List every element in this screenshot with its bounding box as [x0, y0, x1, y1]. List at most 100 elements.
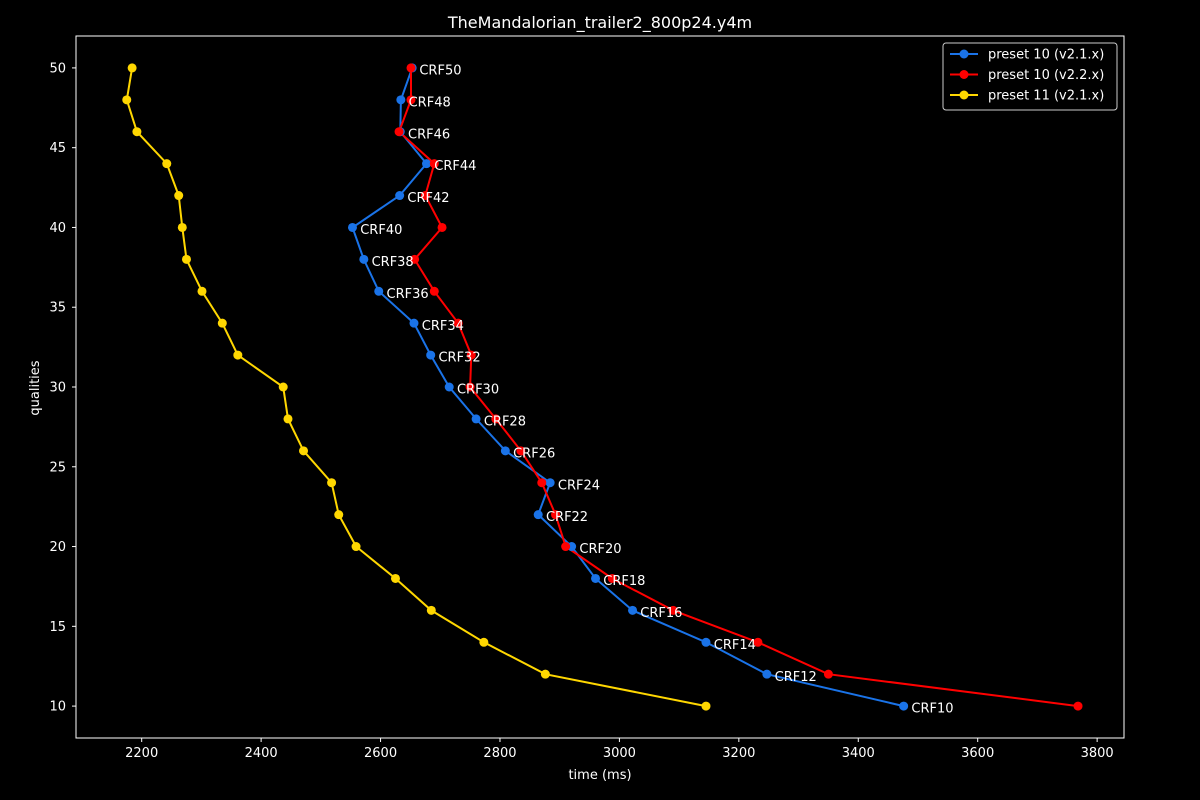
data-point-series-0	[500, 446, 510, 456]
data-point-series-0	[347, 222, 357, 232]
y-tick-label: 20	[49, 540, 66, 555]
x-tick-label: 3600	[961, 746, 994, 761]
legend: preset 10 (v2.1.x) preset 10 (v2.2.x) pres…	[942, 42, 1118, 111]
data-point-series-2	[334, 510, 344, 520]
data-point-series-1	[516, 446, 526, 456]
data-point-series-2	[278, 382, 288, 392]
crf-label: CRF46	[408, 127, 450, 142]
data-point-series-0	[471, 414, 481, 424]
data-point-series-0	[422, 159, 432, 169]
crf-label: CRF22	[546, 510, 588, 525]
crf-label: CRF38	[372, 255, 414, 270]
crf-label: CRF40	[360, 223, 402, 238]
legend-label-0: preset 10 (v2.1.x)	[988, 48, 1104, 63]
data-point-series-0	[628, 605, 638, 615]
x-tick-label: 2600	[364, 746, 397, 761]
data-point-series-0	[701, 637, 711, 647]
data-point-series-1	[668, 605, 678, 615]
data-point-series-0	[359, 254, 369, 264]
y-tick-label: 25	[49, 460, 66, 475]
data-point-series-2	[233, 350, 243, 360]
data-point-series-1	[753, 637, 763, 647]
data-point-series-2	[351, 542, 361, 552]
x-tick-label: 3200	[722, 746, 755, 761]
data-point-series-0	[762, 669, 772, 679]
crf-label: CRF48	[409, 95, 451, 110]
crf-label: CRF34	[422, 319, 464, 334]
data-point-series-1	[429, 159, 439, 169]
data-point-series-2	[127, 63, 137, 73]
x-tick-label: 3800	[1081, 746, 1114, 761]
y-tick-label: 30	[49, 381, 66, 396]
legend-label-1: preset 10 (v2.2.x)	[988, 68, 1104, 83]
y-tick-label: 10	[49, 700, 66, 715]
crf-label: CRF26	[513, 446, 555, 461]
data-point-series-0	[374, 286, 384, 296]
legend-label-2: preset 11 (v2.1.x)	[988, 89, 1104, 104]
crf-label: CRF20	[579, 542, 621, 557]
data-point-series-2	[122, 95, 132, 105]
x-tick-label: 3000	[603, 746, 636, 761]
x-tick-label: 3400	[842, 746, 875, 761]
data-point-series-2	[701, 701, 711, 711]
data-point-series-1	[437, 222, 447, 232]
y-tick-label: 50	[49, 61, 66, 76]
legend-marker-2	[959, 90, 969, 100]
data-point-series-2	[299, 446, 309, 456]
plot-frame	[75, 35, 1125, 739]
data-point-series-1	[406, 63, 416, 73]
legend-marker-0	[959, 49, 969, 59]
x-axis-label: time (ms)	[568, 768, 631, 783]
data-point-series-1	[465, 382, 475, 392]
data-point-series-1	[551, 510, 561, 520]
data-point-series-1	[410, 254, 420, 264]
y-axis-label: qualities	[28, 360, 43, 415]
data-point-series-1	[607, 573, 617, 583]
series-points	[122, 63, 1083, 711]
data-point-series-0	[395, 191, 405, 201]
data-point-series-2	[390, 573, 400, 583]
y-tick-label: 15	[49, 620, 66, 635]
data-point-series-1	[406, 95, 416, 105]
data-point-series-0	[591, 573, 601, 583]
crf-label: CRF44	[434, 159, 476, 174]
data-point-series-0	[396, 95, 406, 105]
crf-label: CRF50	[419, 64, 461, 79]
data-point-series-1	[823, 669, 833, 679]
data-point-series-1	[453, 318, 463, 328]
data-point-series-0	[444, 382, 454, 392]
data-point-series-1	[1073, 701, 1083, 711]
data-point-series-0	[426, 350, 436, 360]
data-point-series-2	[327, 478, 337, 488]
data-point-series-0	[409, 318, 419, 328]
data-point-series-2	[132, 127, 142, 137]
crf-label: CRF24	[558, 478, 600, 493]
crf-label: CRF42	[407, 191, 449, 206]
data-point-series-0	[533, 510, 543, 520]
crf-label: CRF16	[640, 606, 682, 621]
data-point-series-1	[466, 350, 476, 360]
y-tick-label: 45	[49, 141, 66, 156]
legend-box	[942, 42, 1118, 111]
data-point-series-2	[181, 254, 191, 264]
data-point-series-0	[545, 478, 555, 488]
data-point-series-2	[283, 414, 293, 424]
data-point-series-1	[537, 478, 547, 488]
crf-label: CRF18	[603, 574, 645, 589]
data-point-series-1	[420, 191, 430, 201]
data-point-series-2	[426, 605, 436, 615]
chart-title: TheMandalorian_trailer2_800p24.y4m	[447, 13, 752, 33]
x-tick-label: 2800	[483, 746, 516, 761]
axis-ticks: 2200 2400 2600 2800 3000 3200 3400 3600 3800 10 15…	[49, 61, 1113, 761]
data-point-series-2	[217, 318, 227, 328]
crf-label: CRF36	[387, 287, 429, 302]
y-tick-label: 35	[49, 301, 66, 316]
x-tick-label: 2400	[245, 746, 278, 761]
data-point-series-1	[394, 127, 404, 137]
data-point-series-1	[491, 414, 501, 424]
crf-annotations: CRF50 CRF48 CRF46 CRF44 CRF42 CRF40 CRF38 CRF36…	[360, 64, 953, 717]
crf-label: CRF28	[484, 415, 526, 430]
data-point-series-1	[429, 286, 439, 296]
